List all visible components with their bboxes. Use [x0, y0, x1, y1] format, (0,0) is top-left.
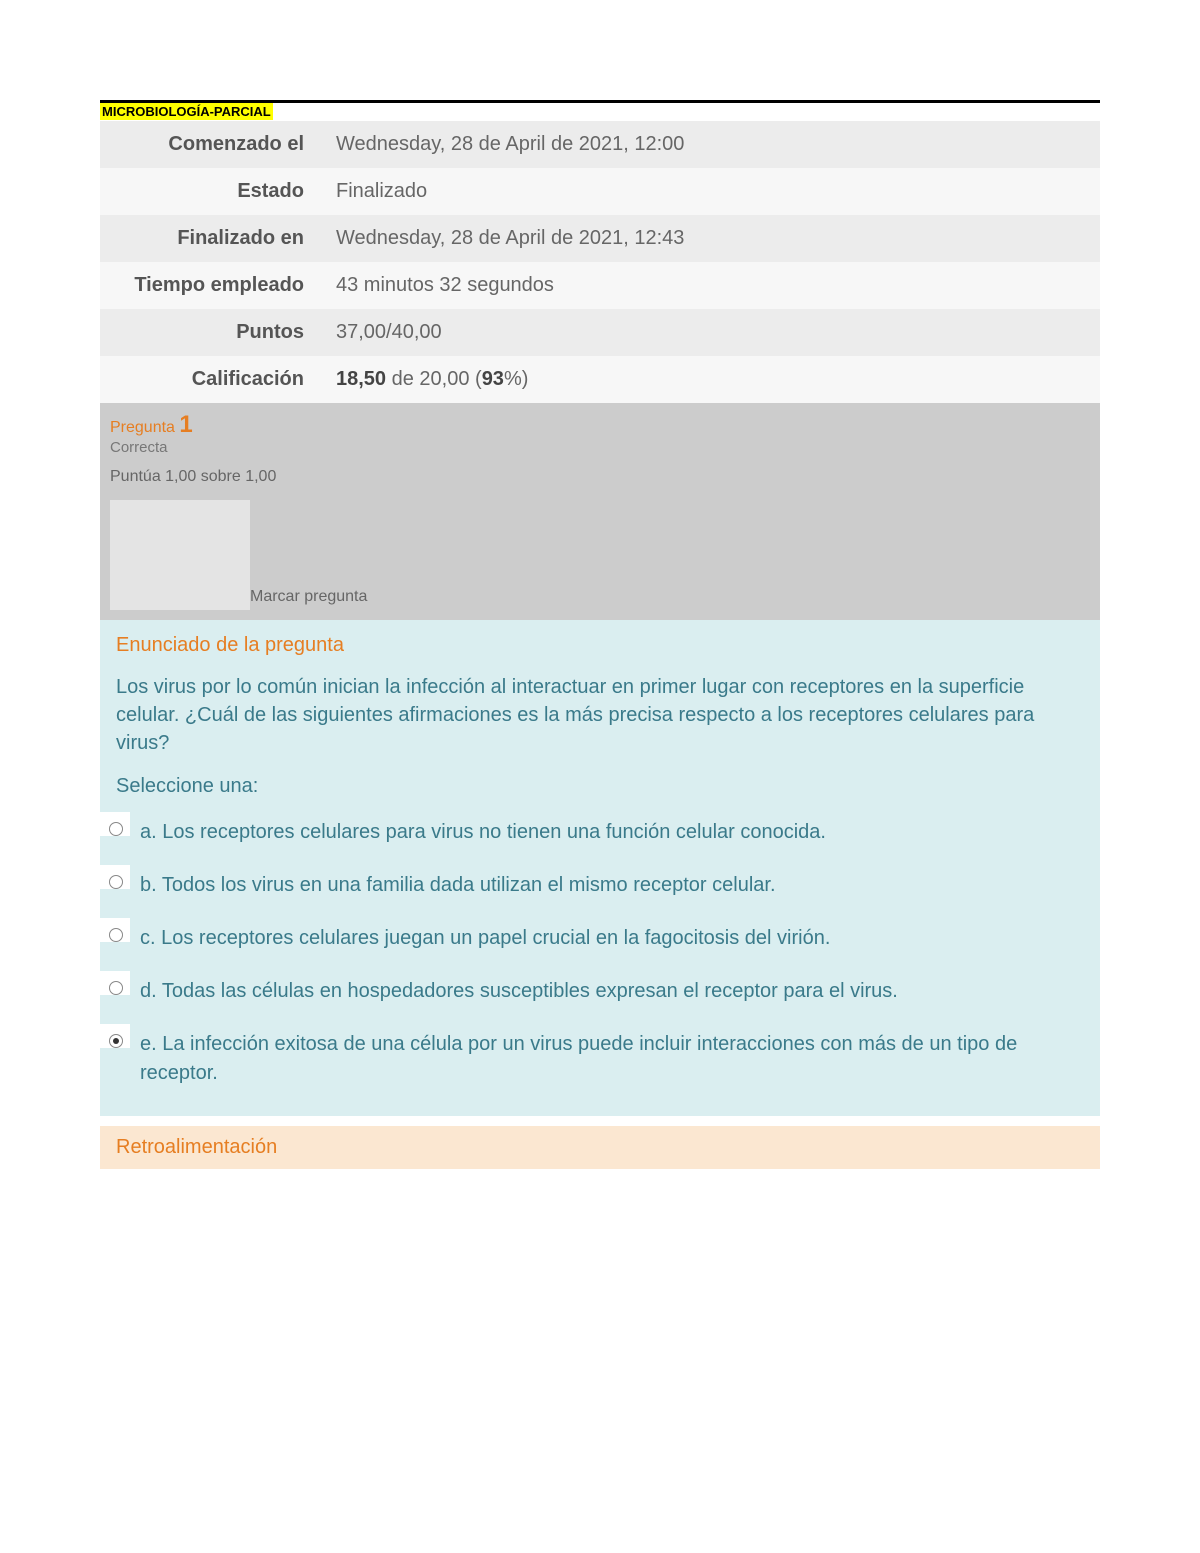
summary-row: Tiempo empleado43 minutos 32 segundos: [100, 262, 1100, 309]
summary-row: EstadoFinalizado: [100, 168, 1100, 215]
radio-cell: [100, 971, 130, 995]
select-one-label: Seleccione una:: [116, 775, 1084, 798]
radio-button[interactable]: [109, 875, 123, 889]
option-row: b. Todos los virus en una familia dada u…: [100, 865, 1100, 912]
radio-cell: [100, 812, 130, 836]
question-label: Pregunta: [110, 419, 179, 436]
flag-placeholder: [110, 500, 250, 610]
question-points: Puntúa 1,00 sobre 1,00: [110, 468, 1090, 486]
option-text: a. Los receptores celulares para virus n…: [130, 812, 1100, 859]
summary-value: Finalizado: [320, 168, 1100, 215]
summary-row-grade: Calificación18,50 de 20,00 (93%): [100, 356, 1100, 403]
summary-value: Wednesday, 28 de April de 2021, 12:00: [320, 121, 1100, 168]
summary-label: Comenzado el: [100, 121, 320, 168]
summary-label: Puntos: [100, 309, 320, 356]
question-number-line: Pregunta 1: [110, 411, 1090, 439]
option-text: d. Todas las células en hospedadores sus…: [130, 971, 1100, 1018]
radio-cell: [100, 865, 130, 889]
option-row: d. Todas las células en hospedadores sus…: [100, 971, 1100, 1018]
question-heading: Enunciado de la pregunta: [116, 634, 1084, 657]
radio-button[interactable]: [109, 928, 123, 942]
options-list: a. Los receptores celulares para virus n…: [100, 812, 1100, 1100]
summary-row: Finalizado enWednesday, 28 de April de 2…: [100, 215, 1100, 262]
option-row: c. Los receptores celulares juegan un pa…: [100, 918, 1100, 965]
feedback-heading: Retroalimentación: [116, 1136, 1084, 1159]
summary-table: Comenzado elWednesday, 28 de April de 20…: [100, 121, 1100, 403]
summary-label: Finalizado en: [100, 215, 320, 262]
radio-cell: [100, 1024, 130, 1048]
summary-grade-value: 18,50 de 20,00 (93%): [320, 356, 1100, 403]
summary-label: Estado: [100, 168, 320, 215]
radio-button[interactable]: [109, 1034, 123, 1048]
summary-row: Puntos37,00/40,00: [100, 309, 1100, 356]
flag-question-link[interactable]: Marcar pregunta: [250, 588, 367, 610]
option-row: e. La infección exitosa de una célula po…: [100, 1024, 1100, 1100]
document-title: MICROBIOLOGÍA-PARCIAL: [100, 103, 273, 120]
content-area: MICROBIOLOGÍA-PARCIAL Comenzado elWednes…: [100, 100, 1100, 1169]
flag-area: Marcar pregunta: [110, 500, 1090, 610]
radio-cell: [100, 918, 130, 942]
question-header: Pregunta 1 Correcta Puntúa 1,00 sobre 1,…: [100, 403, 1100, 620]
question-number: 1: [179, 411, 192, 438]
question-text: Los virus por lo común inician la infecc…: [116, 673, 1084, 757]
question-status: Correcta: [110, 439, 1090, 456]
option-text: b. Todos los virus en una familia dada u…: [130, 865, 1100, 912]
summary-value: Wednesday, 28 de April de 2021, 12:43: [320, 215, 1100, 262]
summary-value: 37,00/40,00: [320, 309, 1100, 356]
option-text: e. La infección exitosa de una célula po…: [130, 1024, 1100, 1100]
summary-row: Comenzado elWednesday, 28 de April de 20…: [100, 121, 1100, 168]
question-body: Enunciado de la pregunta Los virus por l…: [100, 620, 1100, 1116]
page-container: MICROBIOLOGÍA-PARCIAL Comenzado elWednes…: [0, 0, 1200, 1269]
radio-button[interactable]: [109, 822, 123, 836]
feedback-section: Retroalimentación: [100, 1126, 1100, 1169]
radio-button[interactable]: [109, 981, 123, 995]
summary-value: 43 minutos 32 segundos: [320, 262, 1100, 309]
option-row: a. Los receptores celulares para virus n…: [100, 812, 1100, 859]
summary-label: Tiempo empleado: [100, 262, 320, 309]
summary-label: Calificación: [100, 356, 320, 403]
option-text: c. Los receptores celulares juegan un pa…: [130, 918, 1100, 965]
